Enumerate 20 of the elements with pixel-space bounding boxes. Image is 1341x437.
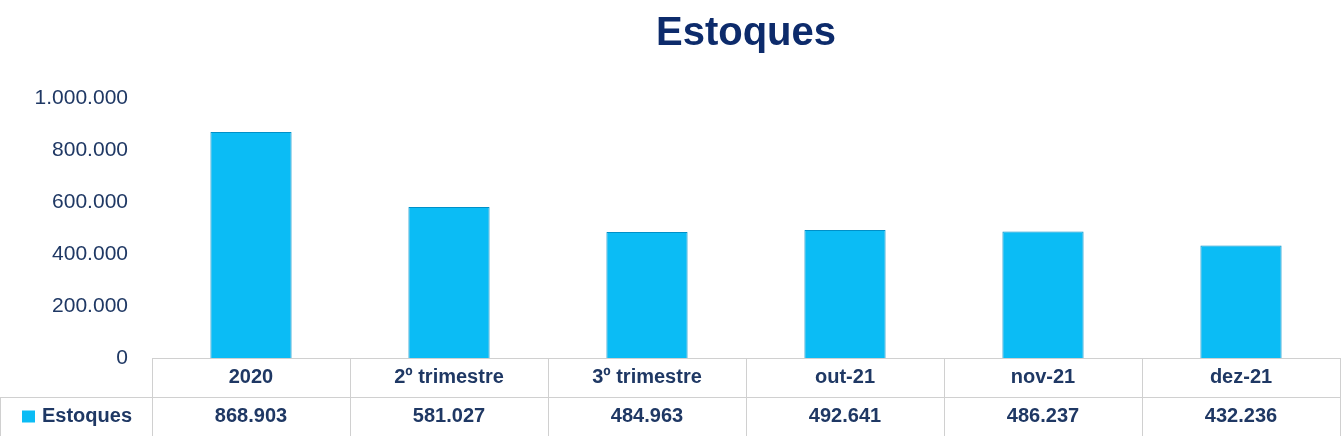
x-tick-label: 3º trimestre [592,365,702,388]
y-tick-label: 0 [116,344,128,368]
data-label: 486.237 [1006,404,1080,427]
data-label: 492.641 [808,404,882,427]
y-tick-label: 800.000 [52,136,128,160]
y-tick-label: 1.000.000 [34,84,128,108]
data-label: 868.903 [214,404,288,427]
y-tick-label: 200.000 [52,292,128,316]
data-label: 484.963 [610,404,684,427]
x-tick-label: dez-21 [1209,365,1273,388]
data-label: 581.027 [412,404,486,427]
x-tick-label: out-21 [815,365,875,388]
y-tick-label: 600.000 [52,188,128,212]
legend-label: Estoques [42,404,133,427]
data-label: 432.236 [1204,404,1278,427]
y-tick-label: 400.000 [52,240,128,264]
x-tick-label: 2º trimestre [394,365,504,388]
x-tick-label: nov-21 [1010,365,1076,388]
x-tick-label: 2020 [228,365,274,388]
chart-title: Estoques [655,9,837,54]
